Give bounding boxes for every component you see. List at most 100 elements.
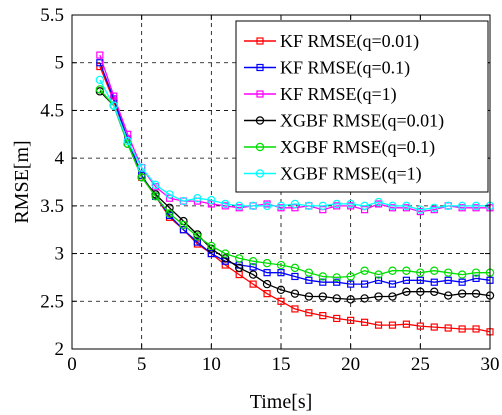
x-tick-label: 15 (272, 354, 291, 375)
data-point-square (333, 314, 341, 323)
y-axis-label: RMSE[m] (11, 140, 33, 223)
legend-item: KF RMSE(q=1) (244, 84, 397, 105)
data-point-square (179, 226, 188, 234)
data-point-circle (318, 292, 327, 301)
legend-item: KF RMSE(q=0.1) (244, 58, 410, 79)
data-point-circle (318, 272, 327, 281)
data-point-square (374, 276, 383, 284)
data-point-square (319, 206, 327, 214)
y-tick-label: 5.5 (40, 5, 64, 26)
y-tick-label: 4.5 (40, 100, 64, 121)
data-point-circle (430, 287, 439, 296)
data-point-square (277, 297, 285, 305)
data-point-circle (221, 249, 230, 258)
data-point-circle (457, 201, 467, 211)
data-point-circle (123, 136, 132, 146)
data-point-circle (402, 287, 411, 296)
legend-label: XGBF RMSE(q=0.01) (280, 111, 444, 132)
data-point-circle (207, 195, 216, 205)
data-point-circle (248, 270, 258, 279)
data-point-square (96, 51, 104, 59)
data-point-circle (332, 199, 341, 209)
data-point-square (193, 238, 201, 246)
data-point-circle (290, 199, 300, 209)
data-point-square (256, 63, 264, 72)
axis-ticks: 0 5 10 15 20 25 30 2 2.5 3 3.5 4 4.5 5 5.5 (40, 5, 499, 375)
data-point-circle (276, 201, 286, 211)
data-point-square (402, 276, 410, 284)
y-tick-label: 4 (55, 148, 65, 169)
data-point-square (207, 249, 215, 258)
data-point-circle (221, 254, 230, 263)
data-point-square (402, 320, 410, 328)
series-line (99, 88, 490, 279)
data-point-circle (95, 75, 105, 85)
data-point-circle (304, 268, 314, 277)
data-point-square (319, 278, 327, 286)
data-point-circle (471, 201, 481, 211)
data-point-circle (374, 292, 383, 301)
y-tick-label: 2.5 (40, 291, 64, 312)
series-line (99, 90, 491, 301)
legend-label: XGBF RMSE(q=1) (280, 164, 422, 185)
data-point-square (374, 321, 383, 329)
data-point-circle (248, 201, 258, 211)
data-point-square (305, 276, 313, 284)
legend: KF RMSE(q=0.01) KF RMSE(q=0.1) KF RMSE(q=1… (235, 20, 489, 193)
data-point-circle (290, 263, 300, 273)
x-tick-label: 20 (341, 354, 360, 375)
data-point-square (458, 325, 466, 333)
data-point-square (388, 280, 397, 288)
data-point-circle (402, 201, 411, 211)
data-point-circle (276, 285, 286, 295)
data-point-circle (234, 254, 244, 263)
data-point-circle (374, 270, 383, 279)
x-tick-label: 0 (67, 354, 77, 375)
data-point-circle (416, 205, 425, 214)
y-tick-label: 3.5 (40, 196, 64, 217)
data-point-circle (193, 194, 202, 203)
legend-item: XGBF RMSE(q=1) (244, 164, 422, 185)
data-point-square (458, 278, 466, 286)
data-point-square (291, 272, 299, 281)
data-point-circle (262, 258, 272, 268)
data-point-square (249, 263, 257, 271)
data-point-circle (346, 199, 355, 209)
data-point-square (472, 274, 480, 282)
data-point-circle (360, 266, 369, 275)
data-point-circle (137, 163, 146, 172)
y-tick-label: 3 (55, 244, 65, 265)
legend-label: KF RMSE(q=1) (280, 84, 397, 105)
data-point-square (305, 309, 313, 317)
y-tick-label: 5 (55, 53, 65, 74)
data-point-square (444, 276, 452, 284)
data-point-circle (388, 292, 397, 301)
data-point-circle (388, 201, 397, 211)
data-point-square (430, 323, 438, 331)
legend-label: KF RMSE(q=0.01) (280, 31, 419, 52)
data-point-circle (346, 272, 355, 281)
data-point-circle (318, 201, 327, 211)
x-tick-label: 10 (202, 354, 221, 375)
data-point-circle (255, 169, 265, 178)
data-point-square (388, 321, 397, 329)
data-point-square (110, 92, 118, 100)
legend-item: XGBF RMSE(q=0.01) (244, 111, 444, 132)
legend-label: XGBF RMSE(q=0.1) (280, 137, 435, 158)
data-point-square (430, 278, 438, 286)
data-point-circle (444, 268, 453, 277)
data-point-circle (430, 266, 439, 275)
data-point-square (416, 322, 424, 330)
series-4 (95, 87, 495, 304)
y-tick-label: 2 (55, 339, 65, 360)
data-point-circle (402, 266, 411, 275)
data-point-circle (165, 203, 174, 212)
x-tick-label: 5 (137, 354, 147, 375)
legend-label: KF RMSE(q=0.1) (280, 58, 410, 79)
data-point-circle (304, 292, 314, 301)
data-point-circle (290, 289, 300, 298)
data-point-circle (165, 190, 174, 199)
data-point-square (444, 324, 452, 332)
data-point-square (361, 318, 369, 326)
